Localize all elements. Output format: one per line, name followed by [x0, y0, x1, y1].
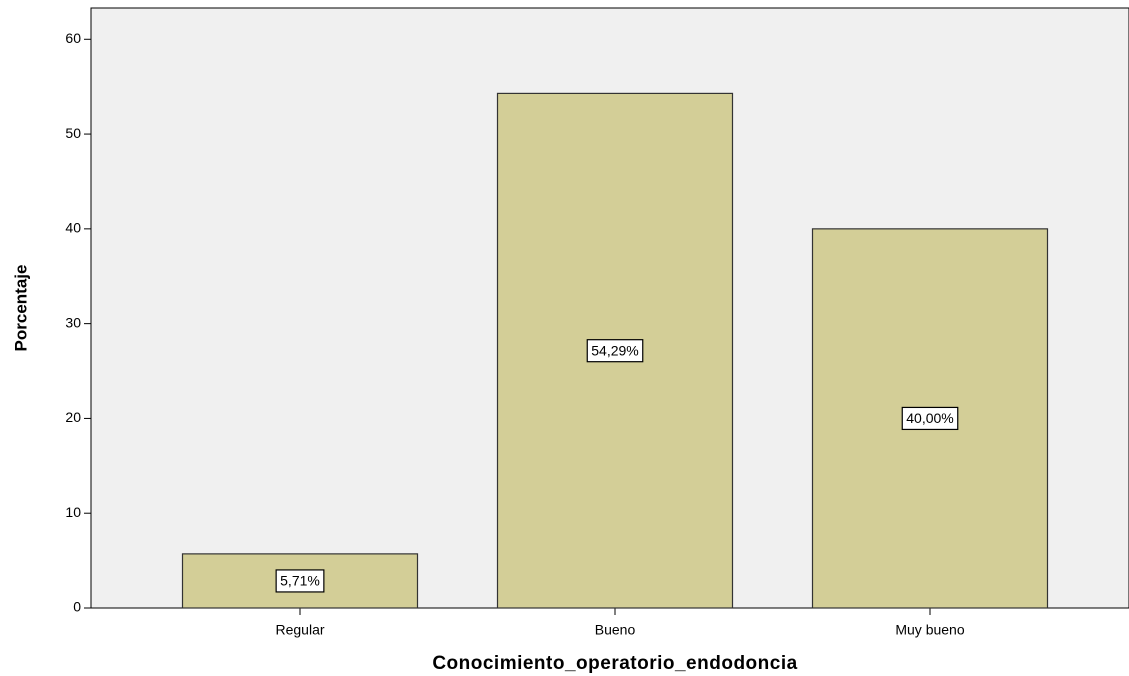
y-axis-label: Porcentaje: [11, 265, 30, 352]
value-label: 5,71%: [280, 573, 320, 589]
x-tick-label: Muy bueno: [895, 622, 964, 638]
y-tick-label: 60: [65, 30, 81, 46]
value-label-box: [275, 569, 325, 593]
y-tick-label: 30: [65, 314, 81, 330]
x-tick-label: Regular: [275, 622, 324, 638]
x-axis-label: Conocimiento_operatorio_endodoncia: [432, 653, 797, 674]
x-tick-label: Bueno: [595, 622, 636, 638]
y-tick-label: 0: [73, 599, 81, 615]
value-label: 54,29%: [591, 342, 638, 358]
y-tick-label: 50: [65, 125, 81, 141]
y-tick-label: 10: [65, 504, 81, 520]
y-tick-label: 40: [65, 220, 81, 236]
y-tick-label: 20: [65, 409, 81, 425]
value-label-box: [901, 406, 959, 431]
value-label: 40,00%: [906, 410, 953, 426]
value-label-box: [586, 339, 644, 363]
